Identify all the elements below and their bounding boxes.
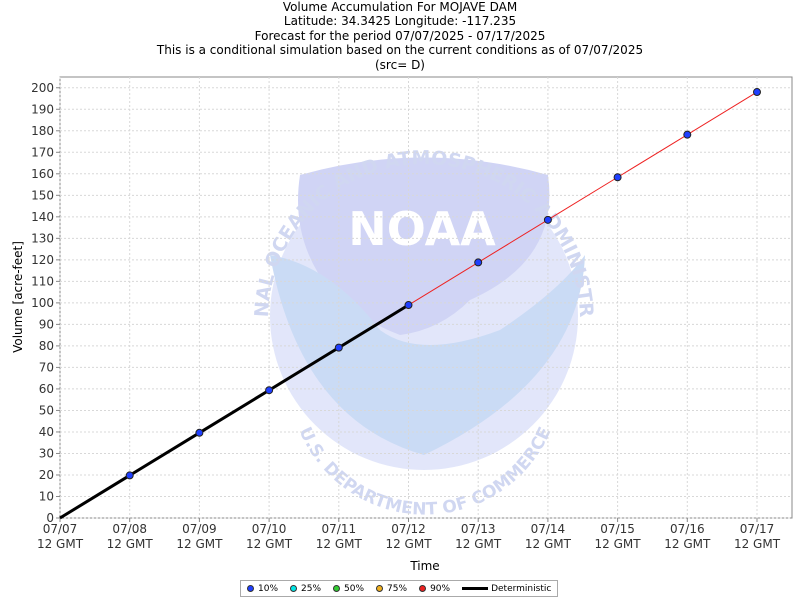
chart-title: Volume Accumulation For MOJAVE DAM <box>282 0 518 14</box>
data-point-10pct <box>125 471 134 480</box>
x-tick-label-date: 07/10 <box>252 522 287 536</box>
y-tick-label: 160 <box>31 167 54 181</box>
legend-marker-icon <box>376 585 384 592</box>
y-tick-label: 120 <box>31 253 54 267</box>
x-tick-label-time: 12 GMT <box>595 537 642 551</box>
chart-subtitle-location: Latitude: 34.3425 Longitude: -117.235 <box>283 14 517 29</box>
y-tick-label: 80 <box>39 339 54 353</box>
x-tick-label-date: 07/15 <box>600 522 635 536</box>
x-tick-label-time: 12 GMT <box>455 537 502 551</box>
y-axis: 0 10 20 30 40 50 60 70 80 90 100 110 120 130 140 150 160… <box>31 81 60 525</box>
forecast-continuation-line <box>408 91 758 306</box>
legend-label: 10% <box>258 583 279 594</box>
x-tick-label-time: 12 GMT <box>664 537 711 551</box>
x-tick-label-date: 07/16 <box>670 522 705 536</box>
x-tick-label-date: 07/09 <box>182 522 217 536</box>
noaa-wave-shape <box>270 255 585 455</box>
y-tick-label: 190 <box>31 102 54 116</box>
noaa-logo-text: NOAA <box>348 202 496 256</box>
legend-label: 75% <box>387 583 408 594</box>
legend-marker-icon <box>419 585 427 592</box>
data-point-10pct <box>404 301 413 310</box>
x-tick-label-date: 07/12 <box>391 522 426 536</box>
y-tick-label: 150 <box>31 188 54 202</box>
y-tick-label: 200 <box>31 81 54 95</box>
x-tick-label-time: 12 GMT <box>246 537 293 551</box>
grid-lines <box>59 77 792 519</box>
chart-legend: 10% 25% 50% 75% 90% Deterministic <box>240 580 558 597</box>
y-tick-label: 140 <box>31 210 54 224</box>
x-axis-label: Time <box>409 559 439 573</box>
x-tick-label-date: 07/07 <box>43 522 78 536</box>
legend-item: 25% <box>290 584 321 594</box>
data-point-10pct <box>474 258 483 267</box>
x-tick-label-time: 12 GMT <box>316 537 363 551</box>
y-tick-label: 110 <box>31 274 54 288</box>
x-tick-label-date: 07/11 <box>322 522 357 536</box>
legend-marker-icon <box>290 585 298 592</box>
y-tick-label: 180 <box>31 124 54 138</box>
y-tick-label: 60 <box>39 382 54 396</box>
y-tick-label: 100 <box>31 296 54 310</box>
data-point-10pct <box>543 215 552 224</box>
y-tick-label: 30 <box>39 446 54 460</box>
x-tick-label-time: 12 GMT <box>734 537 781 551</box>
series-layer <box>59 88 761 520</box>
legend-item: 75% <box>376 584 407 594</box>
x-tick-label-time: 12 GMT <box>176 537 223 551</box>
y-tick-label: 50 <box>39 403 54 417</box>
deterministic-line <box>59 303 410 520</box>
legend-item: 50% <box>333 584 364 594</box>
data-point-10pct <box>613 173 622 182</box>
y-tick-label: 130 <box>31 231 54 245</box>
y-tick-label: 90 <box>39 317 54 331</box>
chart-titles: Volume Accumulation For MOJAVE DAM Latit… <box>0 0 800 72</box>
y-tick-label: 20 <box>39 468 54 482</box>
data-point-10pct <box>753 88 761 97</box>
y-axis-label: Volume [acre-feet] <box>11 241 25 353</box>
data-point-10pct <box>334 343 343 352</box>
legend-label: 90% <box>430 583 451 594</box>
y-tick-label: 0 <box>46 511 54 525</box>
legend-item: 10% <box>247 584 278 594</box>
y-tick-label: 10 <box>39 489 54 503</box>
x-tick-label-date: 07/13 <box>461 522 496 536</box>
data-point-10pct <box>195 428 204 437</box>
noaa-bird-shape <box>298 157 550 335</box>
chart-subtitle-source: (src= D) <box>375 57 425 72</box>
x-tick-label-date: 07/14 <box>531 522 566 536</box>
legend-marker-icon <box>247 585 254 592</box>
x-tick-label-date: 07/17 <box>740 522 775 536</box>
y-tick-label: 170 <box>31 145 54 159</box>
y-tick-label: 40 <box>39 425 54 439</box>
x-tick-label-time: 12 GMT <box>525 537 572 551</box>
legend-line-icon <box>462 587 489 590</box>
chart-subtitle-conditions: This is a conditional simulation based o… <box>156 43 644 58</box>
legend-marker-icon <box>333 585 341 592</box>
y-tick-label: 70 <box>39 360 54 374</box>
data-point-10pct <box>683 130 692 139</box>
legend-label: 50% <box>344 583 365 594</box>
x-tick-label-date: 07/08 <box>112 522 147 536</box>
legend-item: 90% <box>419 584 450 594</box>
x-tick-label-time: 12 GMT <box>385 537 432 551</box>
legend-label: Deterministic <box>491 583 552 594</box>
x-tick-label-time: 12 GMT <box>107 537 154 551</box>
data-point-10pct <box>265 386 274 395</box>
legend-item-deterministic: Deterministic <box>462 584 551 594</box>
x-tick-label-time: 12 GMT <box>37 537 84 551</box>
chart-subtitle-period: Forecast for the period 07/07/2025 - 07/… <box>254 28 546 43</box>
legend-label: 25% <box>301 583 322 594</box>
